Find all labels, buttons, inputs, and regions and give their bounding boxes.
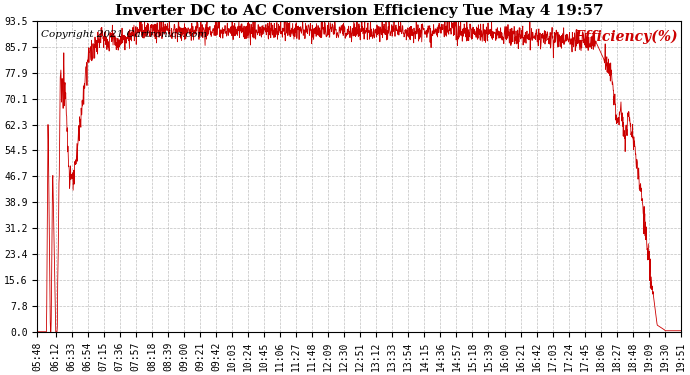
Title: Inverter DC to AC Conversion Efficiency Tue May 4 19:57: Inverter DC to AC Conversion Efficiency … (115, 4, 604, 18)
Text: Efficiency(%): Efficiency(%) (574, 30, 678, 45)
Text: Copyright 2021 Cartronics.com: Copyright 2021 Cartronics.com (41, 30, 207, 39)
